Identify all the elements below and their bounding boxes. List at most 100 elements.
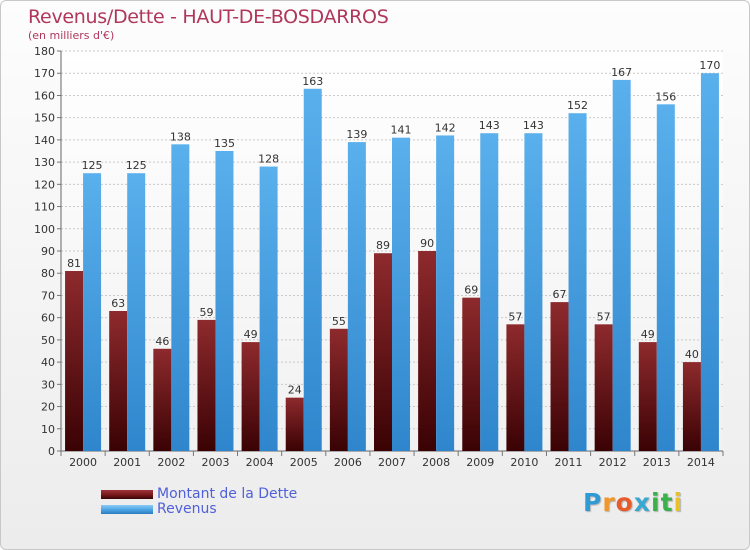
data-label-revenue: 143: [479, 119, 500, 132]
x-tick-label: 2008: [422, 456, 450, 469]
data-label-revenue: 135: [214, 137, 235, 150]
y-tick-label: 0: [48, 445, 55, 458]
bar-debt: [418, 251, 437, 451]
bar-debt: [550, 302, 569, 451]
data-label-debt: 90: [420, 237, 434, 250]
x-tick-label: 2012: [599, 456, 627, 469]
data-label-revenue: 142: [435, 121, 456, 134]
y-tick-label: 90: [41, 245, 55, 258]
x-tick-label: 2009: [466, 456, 494, 469]
data-label-debt: 40: [685, 348, 699, 361]
y-tick-label: 100: [34, 223, 55, 236]
legend-label-debt: Montant de la Dette: [157, 486, 298, 502]
logo-letter: P: [583, 488, 603, 517]
bar-revenue: [480, 133, 499, 451]
bar-debt: [153, 348, 172, 451]
bar-revenue: [524, 133, 543, 451]
bar-revenue: [303, 88, 322, 452]
bar-revenue: [215, 151, 234, 451]
bar-revenue: [612, 79, 631, 451]
bar-revenue: [392, 137, 410, 451]
y-tick-label: 140: [34, 134, 55, 147]
logo-letter: r: [602, 488, 616, 517]
data-label-revenue: 125: [126, 159, 147, 172]
data-label-revenue: 138: [170, 130, 191, 143]
data-label-revenue: 143: [523, 119, 544, 132]
bar-revenue: [171, 144, 190, 452]
data-label-revenue: 139: [346, 128, 367, 141]
data-label-debt: 55: [332, 315, 346, 328]
data-label-revenue: 163: [302, 75, 323, 88]
bar-revenue: [436, 135, 455, 451]
legend-label-revenue: Revenus: [157, 501, 217, 517]
bar-debt: [506, 324, 525, 451]
logo-letter: i: [673, 488, 684, 517]
bar-debt: [594, 324, 613, 451]
data-label-revenue: 156: [655, 90, 676, 103]
x-tick-label: 2014: [687, 456, 715, 469]
y-tick-label: 30: [41, 378, 55, 391]
data-label-revenue: 125: [82, 159, 103, 172]
data-label-debt: 49: [244, 328, 258, 341]
logo-letter: x: [633, 488, 651, 517]
x-tick-label: 2001: [113, 456, 141, 469]
y-tick-label: 160: [34, 89, 55, 102]
y-tick-label: 50: [41, 334, 55, 347]
data-label-debt: 57: [508, 310, 522, 323]
x-tick-label: 2002: [157, 456, 185, 469]
legend-swatch-revenue: [101, 505, 153, 514]
y-tick-label: 120: [34, 178, 55, 191]
data-label-debt: 81: [67, 257, 81, 270]
logo-letter: t: [660, 488, 674, 517]
legend-swatch-debt: [101, 490, 153, 499]
data-label-debt: 89: [376, 239, 390, 252]
y-tick-label: 60: [41, 312, 55, 325]
x-tick-label: 2011: [555, 456, 583, 469]
x-tick-label: 2004: [246, 456, 274, 469]
data-label-debt: 69: [464, 284, 478, 297]
x-tick-label: 2000: [69, 456, 97, 469]
data-label-revenue: 167: [611, 66, 632, 79]
bar-revenue: [259, 166, 278, 452]
data-label-debt: 49: [641, 328, 655, 341]
bar-revenue: [83, 173, 102, 451]
data-label-revenue: 141: [391, 124, 412, 137]
data-label-revenue: 152: [567, 99, 588, 112]
data-label-debt: 24: [288, 384, 302, 397]
logo-letter: o: [615, 488, 634, 517]
bar-debt: [682, 362, 701, 451]
bar-debt: [65, 271, 84, 451]
data-label-debt: 63: [111, 297, 125, 310]
bar-debt: [109, 311, 128, 451]
y-tick-label: 110: [34, 201, 55, 214]
x-tick-label: 2013: [643, 456, 671, 469]
proxiti-logo: Proxiti: [583, 488, 683, 517]
y-tick-label: 70: [41, 289, 55, 302]
data-label-debt: 67: [553, 288, 567, 301]
x-tick-label: 2003: [201, 456, 229, 469]
x-tick-label: 2007: [378, 456, 406, 469]
bar-revenue: [127, 173, 146, 451]
data-label-revenue: 128: [258, 153, 279, 166]
x-tick-label: 2005: [290, 456, 318, 469]
bar-debt: [241, 342, 260, 451]
bar-revenue: [568, 113, 587, 451]
bar-debt: [462, 297, 481, 451]
bar-revenue: [347, 142, 366, 451]
y-tick-label: 180: [34, 45, 55, 58]
y-tick-label: 40: [41, 356, 55, 369]
bar-debt: [329, 328, 348, 451]
x-tick-label: 2010: [510, 456, 538, 469]
y-tick-label: 10: [41, 423, 55, 436]
bar-revenue: [700, 73, 719, 451]
logo-letter: i: [651, 488, 661, 517]
bar-debt: [197, 319, 216, 451]
data-label-debt: 57: [597, 310, 611, 323]
y-tick-label: 20: [41, 401, 55, 414]
y-tick-label: 80: [41, 267, 55, 280]
bar-debt: [638, 342, 657, 451]
chart-title: Revenus/Dette - HAUT-DE-BOSDARROS: [28, 6, 389, 28]
chart-subtitle: (en milliers d'€): [28, 29, 115, 42]
